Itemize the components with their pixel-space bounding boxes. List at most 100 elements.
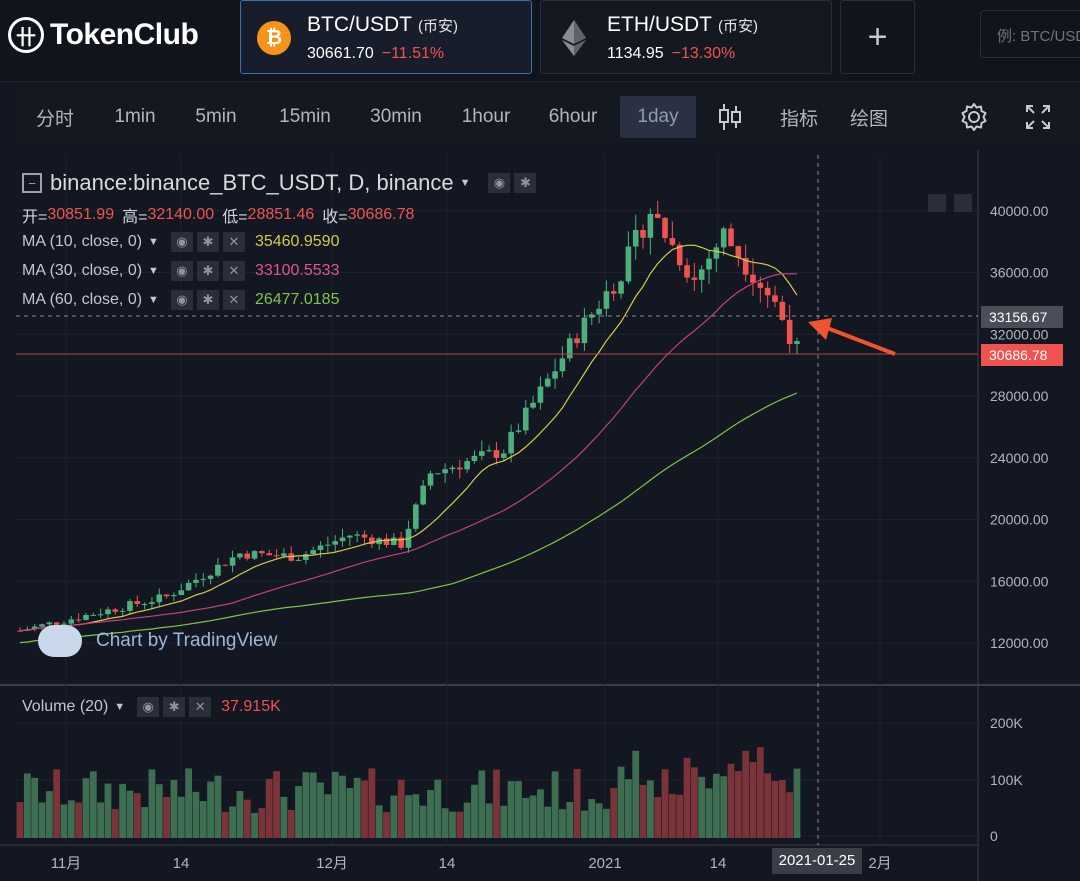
chevron-down-icon[interactable]: ▼ [148,236,159,248]
candle-body [156,594,163,603]
close-icon[interactable]: ✕ [222,290,245,310]
timeframe-30min[interactable]: 30min [370,106,422,127]
candle-body [17,630,23,632]
timeframe-1day[interactable]: 1day [620,96,696,138]
close-label: 收= [322,209,348,226]
volume-bar [610,788,618,838]
candle-body [39,624,45,627]
close-icon[interactable]: ✕ [222,261,245,281]
volume-bar [60,804,68,838]
candle-body [779,301,786,320]
volume-bar [383,812,390,838]
volume-bar [522,797,530,838]
volume-bar [207,781,214,838]
price-tick-label: 32000.00 [990,326,1049,342]
volume-bar [302,772,310,838]
search-input[interactable]: 例: BTC/USDT [980,10,1080,58]
volume-bar [397,779,405,838]
volume-bar [141,807,149,838]
collapse-legend-icon[interactable]: − [22,173,42,193]
eye-icon[interactable]: ◉ [137,697,160,717]
settings-icon[interactable]: ✱ [196,290,219,310]
timeframe-1hour[interactable]: 1hour [461,106,511,127]
ma-label: MA (30, close, 0) [22,262,143,279]
volume-bar [89,771,97,838]
candle-body [662,217,668,239]
draw-button[interactable]: 绘图 [849,108,888,130]
settings-icon[interactable]: ✱ [196,261,219,281]
volume-bar [617,766,625,838]
candle-body [347,535,353,538]
chevron-down-icon[interactable]: ▼ [114,701,126,713]
volume-bar [214,775,222,838]
timeframe-6hour[interactable]: 6hour [548,106,598,127]
pair-tab-btc-usdt[interactable]: ₿ BTC/USDT (币安) 30661.70 −11.51% [240,0,532,74]
candle-body [90,614,97,616]
volume-bar [16,802,24,838]
eye-icon[interactable]: ◉ [170,232,193,252]
indicators-button[interactable]: 指标 [779,108,818,130]
price-chart[interactable]: 40000.00 36000.00 32000.00 28000.00 24000.00… [0,150,1080,881]
time-tick-label: 2021 [588,855,621,872]
candle-body [728,228,734,247]
candlestick-style-icon[interactable] [712,98,748,136]
chart-overlay [16,155,978,845]
logo-mark-icon: 卄 [8,17,44,53]
pair-price: 30661.70 [307,45,374,62]
candle-body [640,230,646,238]
top-bar: 卄 TokenClub ₿ BTC/USDT (币安) 30661.70 −11.5… [0,0,1080,82]
chevron-down-icon[interactable]: ▼ [459,177,471,189]
time-tick-label: 14 [173,855,190,872]
price-tick-label: 20000.00 [990,512,1049,528]
chevron-down-icon[interactable]: ▼ [148,294,159,306]
volume-bar [31,777,39,838]
close-icon[interactable]: ✕ [222,232,245,252]
candle-body [478,451,485,456]
add-pair-button[interactable]: + [840,0,915,74]
candle-body [354,534,360,536]
volume-bar [551,771,559,838]
volume-bar [97,802,105,838]
volume-bar [786,792,794,838]
timeframe-15min[interactable]: 15min [279,106,331,127]
pair-exchange: (币安) [718,18,758,35]
pair-tab-eth-usdt[interactable]: ETH/USDT (币安) 1134.95 −13.30% [540,0,832,74]
ma-label: MA (60, close, 0) [22,291,143,308]
timeframe-1min[interactable]: 1min [114,106,156,127]
volume-label: Volume (20) [22,698,109,715]
gear-icon[interactable] [952,98,996,136]
tokenclub-logo[interactable]: 卄 TokenClub [8,17,199,53]
candle-body [684,265,690,278]
candle-body [420,485,426,505]
time-tick-label: 2月 [868,855,891,872]
close-icon[interactable]: ✕ [189,697,212,717]
candle-body [75,619,82,621]
eye-icon[interactable]: ◉ [170,261,193,281]
fullscreen-icon[interactable] [1016,98,1060,136]
candle-body [332,541,338,545]
volume-bar [324,794,332,838]
candle-body [742,257,749,275]
settings-icon[interactable]: ✱ [514,173,537,193]
candle-body [61,623,67,625]
candle-body [383,538,390,545]
timeframe-tick[interactable]: 分时 [35,108,74,130]
last-price-label: 30686.78 [981,344,1063,366]
volume-bar [683,757,691,838]
candle-body [163,594,170,597]
tradingview-watermark[interactable]: Chart by TradingView [38,625,277,657]
close-value: 30686.78 [347,206,415,223]
timeframe-5min[interactable]: 5min [195,106,237,127]
volume-bar [236,791,244,838]
settings-icon[interactable]: ✱ [196,232,219,252]
volume-bar [646,780,654,838]
eye-icon[interactable]: ◉ [488,173,511,193]
volume-bar [588,799,596,838]
candle-body [83,614,89,620]
candle-body [720,228,727,248]
settings-icon[interactable]: ✱ [163,697,186,717]
candle-body [537,386,544,403]
eye-icon[interactable]: ◉ [170,290,193,310]
time-tick-label: 14 [439,855,456,872]
chevron-down-icon[interactable]: ▼ [148,265,159,277]
